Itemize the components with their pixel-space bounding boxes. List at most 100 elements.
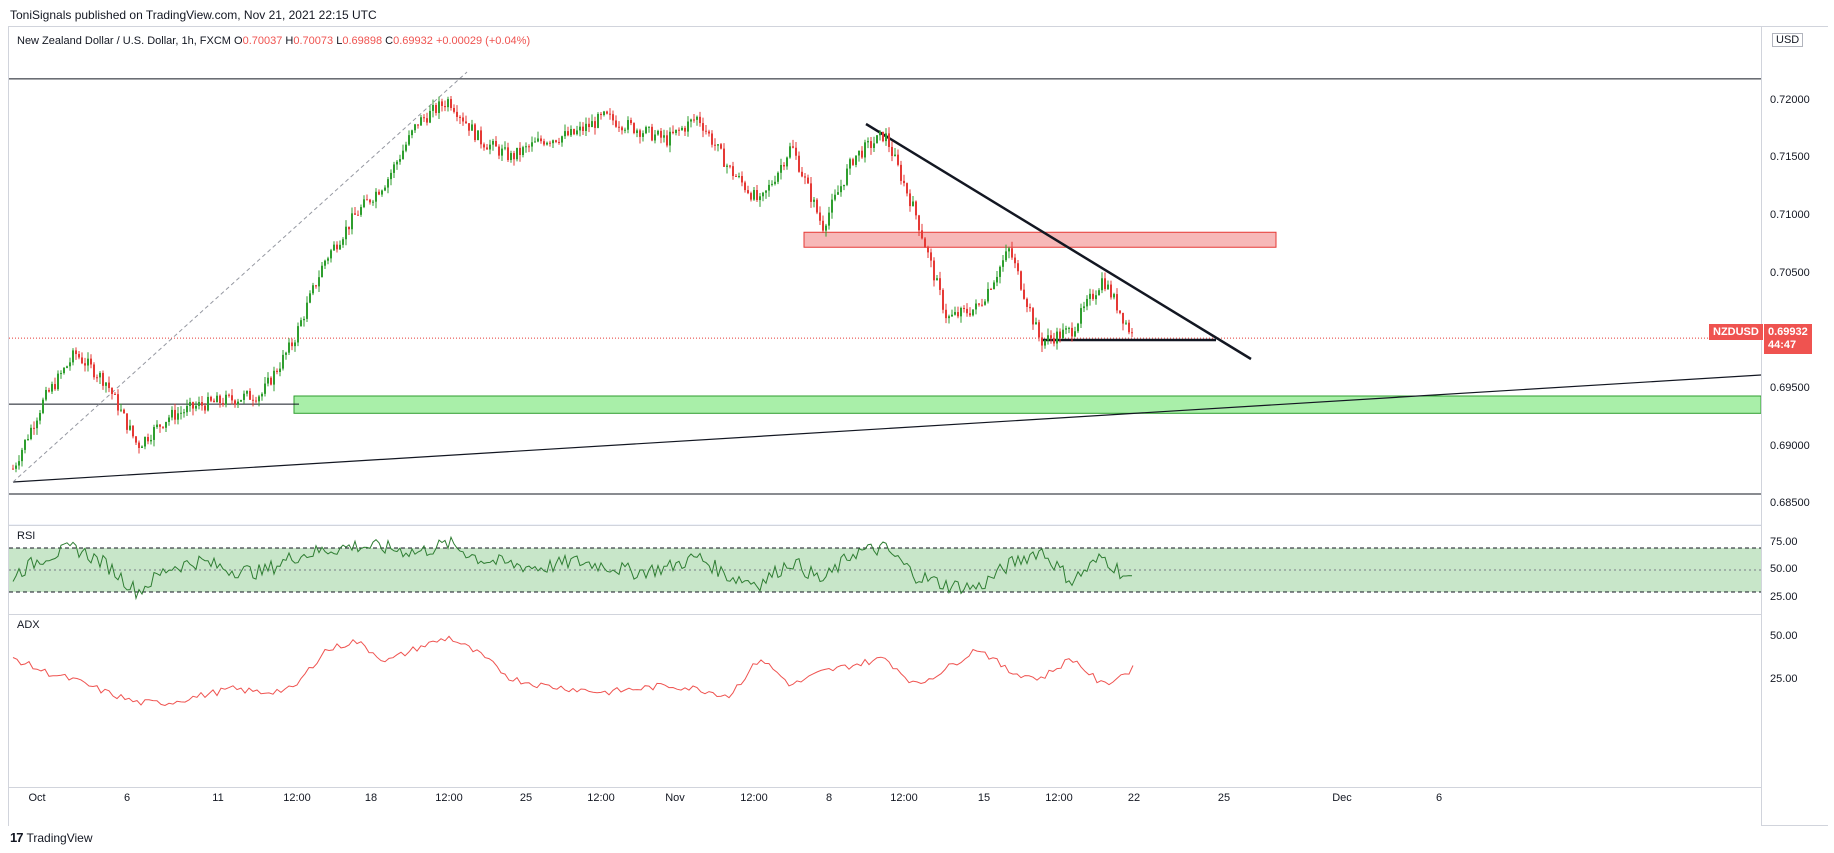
currency-label[interactable]: USD [1772, 33, 1804, 47]
chart-frame[interactable]: New Zealand Dollar / U.S. Dollar, 1h, FX… [8, 26, 1828, 826]
candle-body [585, 123, 587, 131]
rsi-tick-label: 75.00 [1770, 535, 1798, 548]
price-pane[interactable]: New Zealand Dollar / U.S. Dollar, 1h, FX… [9, 27, 1761, 524]
candle-body [1131, 332, 1133, 334]
candle-body [381, 190, 383, 195]
candle-body [1119, 310, 1121, 313]
candle-body [546, 142, 548, 145]
candle-body [909, 193, 911, 207]
candle-body [882, 131, 884, 142]
candle-body [489, 144, 491, 150]
candle-body [873, 143, 875, 148]
price-tick-label: 0.69000 [1770, 439, 1810, 452]
candle-body [843, 184, 845, 187]
candle-body [402, 150, 404, 160]
rsi-chart[interactable] [9, 526, 1761, 614]
candle-body [978, 303, 980, 305]
candle-body [459, 116, 461, 118]
candle-body [1026, 298, 1028, 307]
candle-body [756, 190, 758, 201]
candle-body [642, 133, 644, 137]
candle-body [549, 142, 551, 144]
candle-body [63, 367, 65, 374]
candle-body [975, 303, 977, 310]
candle-body [969, 313, 971, 316]
adx-tick-label: 25.00 [1770, 673, 1798, 686]
candle-body [522, 147, 524, 155]
candle-body [294, 342, 296, 347]
candle-body [408, 135, 410, 145]
last-price-tag: 0.69932 44:47 [1764, 324, 1812, 354]
rsi-pane[interactable]: RSI [9, 525, 1761, 614]
time-tick-label: Nov [665, 792, 685, 804]
candle-body [336, 244, 338, 250]
candle-body [1083, 306, 1085, 309]
price-tick-label: 0.71500 [1770, 151, 1810, 164]
candle-body [387, 179, 389, 188]
symbol-legend: New Zealand Dollar / U.S. Dollar, 1h, FX… [17, 35, 530, 47]
time-tick-label: 12:00 [435, 792, 463, 804]
candle-body [603, 111, 605, 116]
adx-chart[interactable] [9, 615, 1761, 787]
candle-body [1104, 278, 1106, 290]
candle-body [666, 135, 668, 146]
candle-body [234, 400, 236, 405]
candle-body [681, 127, 683, 130]
candle-body [45, 389, 47, 400]
candle-body [189, 402, 191, 407]
candle-body [315, 285, 317, 287]
adx-line [12, 635, 1134, 707]
candle-body [726, 165, 728, 167]
time-tick-label: 12:00 [1045, 792, 1073, 804]
candle-body [111, 388, 113, 394]
price-tick-label: 0.68500 [1770, 497, 1810, 510]
candle-body [798, 155, 800, 172]
candle-body [261, 393, 263, 397]
candle-body [804, 176, 806, 178]
candle-body [987, 288, 989, 302]
candle-body [690, 119, 692, 122]
candle-body [768, 184, 770, 191]
candle-body [441, 101, 443, 106]
candle-body [759, 196, 761, 201]
time-tick-label: 25 [1217, 792, 1231, 804]
candle-body [951, 314, 953, 317]
candle-body [981, 304, 983, 306]
candle-body [792, 146, 794, 148]
candle-body [78, 354, 80, 358]
candle-body [135, 436, 137, 443]
dashed-projection-line [12, 71, 468, 483]
candle-body [354, 213, 356, 215]
price-tick-label: 0.71000 [1770, 208, 1810, 221]
time-axis[interactable]: Oct 6 11 12:00 18 12:00 25 12:00 Nov 12:00 8 12:00 1… [9, 787, 1761, 826]
candle-body [51, 384, 53, 392]
candle-body [675, 129, 677, 134]
candle-body [138, 442, 140, 448]
candle-body [75, 350, 77, 355]
candle-body [942, 289, 944, 310]
candle-body [177, 413, 179, 420]
candle-body [510, 153, 512, 161]
candle-body [972, 309, 974, 316]
candle-body [183, 412, 185, 414]
price-axis[interactable]: USD 0.720000.715000.710000.705000.700000… [1761, 27, 1828, 825]
candle-body [54, 384, 56, 390]
footer-brand[interactable]: 17 TradingView [10, 830, 93, 845]
candle-body [552, 140, 554, 144]
candle-body [849, 159, 851, 169]
candle-body [618, 126, 620, 128]
price-chart[interactable] [9, 27, 1761, 524]
candle-body [345, 226, 347, 240]
candle-body [156, 424, 158, 428]
adx-pane[interactable]: ADX [9, 614, 1761, 787]
candle-body [894, 154, 896, 156]
candle-body [150, 439, 152, 442]
candle-body [540, 138, 542, 142]
candle-body [1005, 251, 1007, 261]
candle-body [1056, 331, 1058, 344]
candle-body [153, 427, 155, 440]
candle-body [321, 265, 323, 278]
candle-body [237, 401, 239, 405]
candle-body [42, 399, 44, 413]
candle-body [351, 213, 353, 230]
